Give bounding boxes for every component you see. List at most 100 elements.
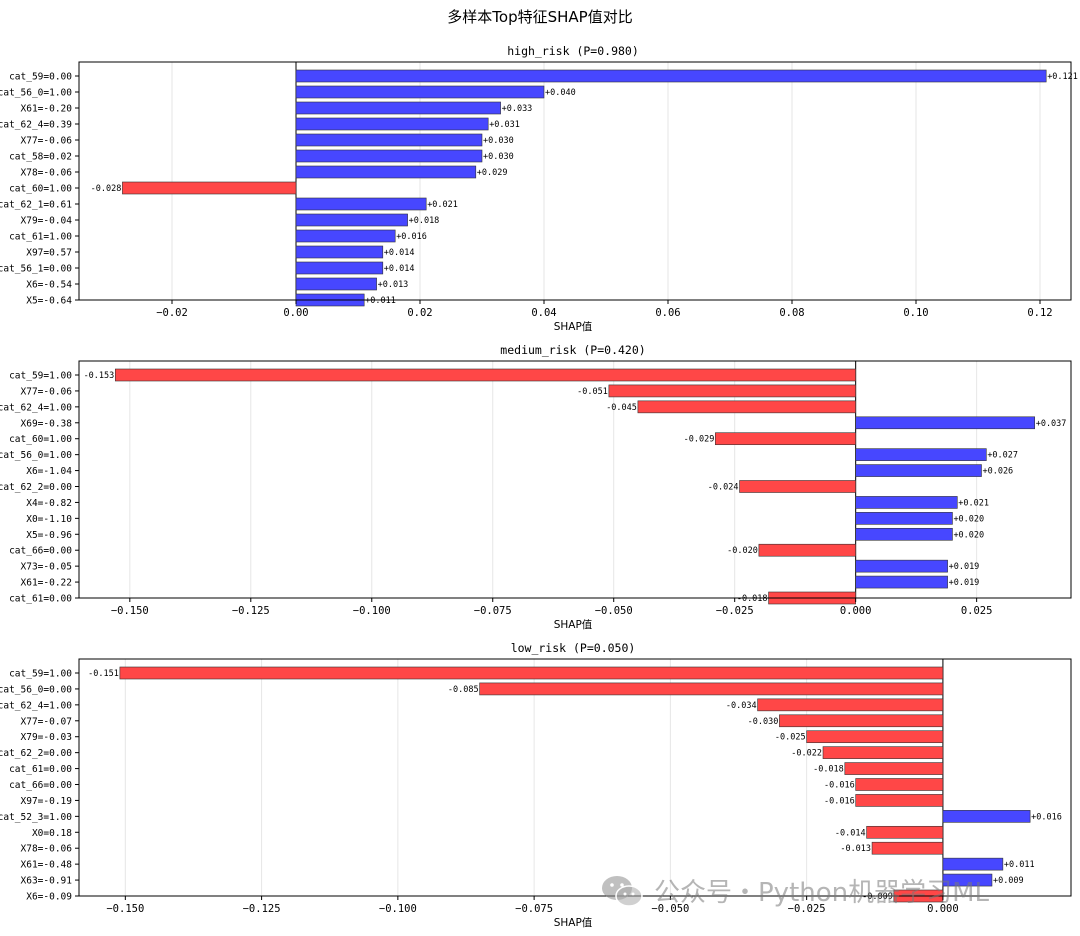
category-label: X4=-0.82 — [26, 498, 72, 509]
value-label: -0.024 — [708, 483, 739, 493]
plot-frame — [78, 61, 1072, 301]
value-label: +0.030 — [483, 136, 514, 146]
x-tick-label: 0.02 — [407, 307, 432, 319]
bar — [855, 559, 948, 573]
value-label: -0.029 — [684, 435, 715, 445]
category-label: X79=-0.03 — [21, 732, 72, 743]
value-label: +0.018 — [409, 216, 440, 226]
bar — [114, 368, 856, 382]
bar — [855, 527, 953, 541]
value-label: -0.051 — [577, 387, 608, 397]
value-label: +0.020 — [953, 514, 984, 524]
value-label: +0.009 — [993, 876, 1024, 886]
bar — [295, 101, 501, 115]
category-label: cat_56_1=0.00 — [0, 264, 72, 275]
bar — [779, 714, 944, 728]
x-tick-label: 0.12 — [1027, 307, 1052, 319]
category-label: cat_56_0=1.00 — [0, 88, 72, 99]
value-label: -0.028 — [91, 184, 122, 194]
plot-frame — [78, 658, 1072, 897]
category-label: cat_62_2=0.00 — [0, 482, 72, 493]
x-tick-label: −0.150 — [106, 903, 144, 915]
bar — [295, 261, 384, 275]
category-label: cat_59=1.00 — [9, 669, 72, 680]
bar — [295, 85, 545, 99]
value-label: -0.153 — [84, 371, 115, 381]
bar — [942, 873, 993, 887]
value-label: -0.013 — [840, 844, 871, 854]
value-label: +0.040 — [545, 88, 576, 98]
value-label: +0.021 — [427, 200, 458, 210]
category-label: cat_62_4=1.00 — [0, 402, 72, 413]
value-label: +0.019 — [949, 562, 980, 572]
value-label: +0.029 — [477, 168, 508, 178]
x-tick-label: −0.025 — [788, 903, 826, 915]
x-tick-label: 0.000 — [840, 605, 872, 617]
bar — [855, 464, 982, 477]
value-label: +0.011 — [365, 296, 396, 306]
category-label: cat_61=0.00 — [9, 764, 72, 775]
value-label: -0.016 — [824, 781, 855, 791]
value-label: -0.085 — [448, 685, 479, 695]
value-label: -0.020 — [727, 546, 758, 556]
category-label: X69=-0.38 — [21, 418, 73, 429]
value-label: -0.151 — [88, 669, 119, 679]
value-label: +0.020 — [953, 530, 984, 540]
bar — [295, 245, 384, 259]
bar — [844, 762, 944, 775]
value-label: +0.026 — [982, 467, 1013, 477]
bar — [855, 794, 944, 807]
x-tick-label: −0.075 — [515, 903, 553, 915]
category-label: cat_62_4=1.00 — [0, 700, 72, 711]
category-label: X6=-0.09 — [26, 892, 72, 903]
value-label: -0.025 — [775, 733, 806, 743]
bar — [295, 117, 489, 131]
x-tick-label: 0.00 — [283, 307, 308, 319]
x-tick-label: 0.025 — [961, 605, 993, 617]
x-tick-label: 0.000 — [927, 903, 959, 915]
category-label: cat_62_4=0.39 — [0, 120, 72, 131]
x-axis-label: SHAP值 — [554, 916, 593, 929]
x-tick-label: −0.100 — [379, 903, 417, 915]
bar — [295, 229, 396, 243]
bar — [608, 384, 856, 398]
x-axis-label: SHAP值 — [554, 618, 593, 631]
x-tick-label: −0.125 — [232, 605, 270, 617]
bar — [295, 213, 408, 227]
value-label: +0.033 — [502, 104, 533, 114]
bar — [295, 69, 1047, 83]
category-label: X61=-0.20 — [21, 104, 73, 115]
bar — [479, 682, 944, 696]
bar — [855, 778, 944, 791]
x-tick-label: 0.08 — [779, 307, 804, 319]
x-tick-label: −0.150 — [111, 605, 149, 617]
category-label: X79=-0.04 — [21, 216, 73, 227]
value-label: +0.031 — [489, 120, 520, 130]
value-label: +0.011 — [1004, 860, 1035, 870]
category-label: X78=-0.06 — [21, 168, 73, 179]
category-label: cat_52_3=1.00 — [0, 812, 72, 823]
x-axis-label: SHAP值 — [554, 320, 593, 333]
value-label: -0.018 — [813, 765, 844, 775]
category-label: X77=-0.06 — [21, 136, 73, 147]
bar — [855, 496, 958, 509]
category-label: X97=0.57 — [26, 248, 72, 259]
panel-title: low_risk (P=0.050) — [511, 641, 636, 655]
category-label: cat_61=1.00 — [9, 232, 72, 243]
value-label: -0.016 — [824, 796, 855, 806]
x-tick-label: −0.050 — [595, 605, 633, 617]
category-label: X73=-0.05 — [21, 562, 72, 573]
value-label: -0.030 — [748, 717, 779, 727]
value-label: -0.009 — [862, 892, 893, 902]
x-tick-label: −0.050 — [651, 903, 689, 915]
bar — [295, 133, 483, 147]
bar — [758, 543, 856, 557]
panel-title: medium_risk (P=0.420) — [500, 343, 645, 357]
value-label: +0.014 — [384, 264, 415, 274]
bar — [806, 730, 944, 744]
plot-frame — [78, 360, 1072, 599]
bar — [855, 575, 948, 589]
value-label: +0.013 — [378, 280, 409, 290]
bar — [715, 432, 856, 446]
value-label: +0.016 — [1031, 812, 1062, 822]
